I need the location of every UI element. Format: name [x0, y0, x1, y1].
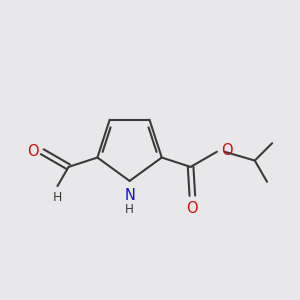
Text: H: H	[53, 191, 62, 204]
Text: O: O	[27, 144, 39, 159]
Text: N: N	[124, 188, 135, 203]
Text: H: H	[125, 203, 134, 216]
Text: O: O	[187, 201, 198, 216]
Text: O: O	[221, 143, 232, 158]
